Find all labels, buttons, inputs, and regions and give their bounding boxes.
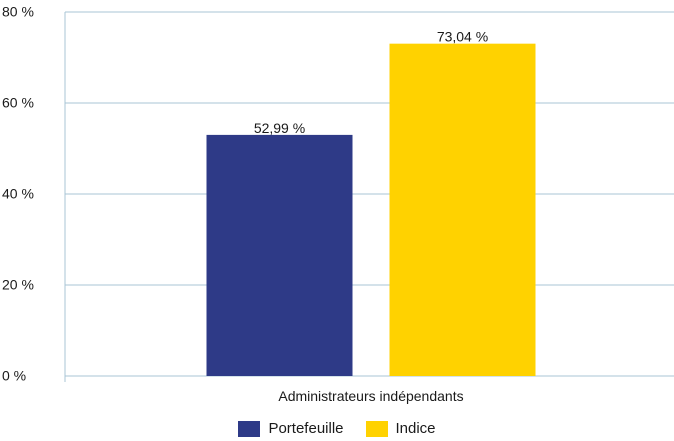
legend-item-portefeuille: Portefeuille <box>238 420 344 437</box>
legend-label-portefeuille: Portefeuille <box>268 420 344 437</box>
y-tick-label: 40 % <box>2 186 34 202</box>
bars <box>206 43 536 376</box>
x-axis-categories: Administrateurs indépendants <box>278 388 463 404</box>
data-label-indice: 73,04 % <box>437 29 488 45</box>
y-tick-label: 80 % <box>2 4 34 20</box>
bar-indice <box>389 43 536 376</box>
bar-portefeuille <box>206 134 353 376</box>
data-labels: 52,99 % 73,04 % <box>254 29 488 136</box>
data-label-portefeuille: 52,99 % <box>254 120 305 136</box>
y-tick-label: 20 % <box>2 277 34 293</box>
gridlines <box>64 11 674 382</box>
legend-label-indice: Indice <box>395 420 436 437</box>
legend-item-indice: Indice <box>365 420 436 437</box>
y-axis-ticks: 0 % 20 % 40 % 60 % 80 % <box>2 4 34 384</box>
legend: Portefeuille Indice <box>0 420 674 437</box>
y-tick-label: 60 % <box>2 95 34 111</box>
y-tick-label: 0 % <box>2 368 26 384</box>
x-category-label: Administrateurs indépendants <box>278 388 463 404</box>
legend-swatch-indice <box>365 420 388 437</box>
legend-swatch-portefeuille <box>238 420 261 437</box>
